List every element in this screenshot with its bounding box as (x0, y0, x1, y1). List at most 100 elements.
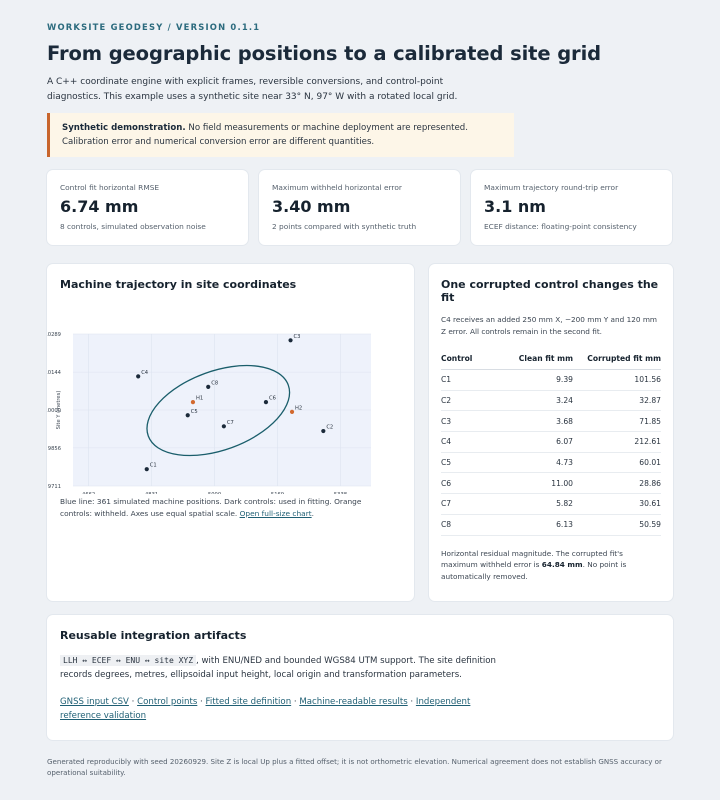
control-cell: C4 (441, 431, 507, 453)
metric-label: Maximum trajectory round-trip error (484, 183, 619, 192)
clean-fit-cell: 3.24 (507, 390, 573, 412)
table-row: C6 11.00 28.86 (441, 472, 661, 495)
x-tick-label: 5000 (208, 492, 221, 494)
metric-value: 3.40 mm (272, 197, 351, 216)
trajectory-chart: 4662 4831 5000 5169 5338 10289 10144 10000 9856 9… (47, 332, 371, 494)
link-separator: · (407, 697, 416, 707)
point-label: C3 (294, 334, 301, 340)
y-tick-label: 10000 (47, 408, 61, 414)
metric-value: 3.1 nm (484, 197, 546, 216)
x-tick-label: 4662 (82, 492, 95, 494)
point-label: C2 (326, 425, 333, 431)
metric-sub: 2 points compared with synthetic truth (272, 222, 417, 231)
link-separator: · (128, 697, 138, 707)
intro-text: A C++ coordinate engine with explicit fr… (47, 77, 458, 102)
metric-value: 6.74 mm (60, 197, 139, 216)
artifact-link[interactable]: Control points (137, 697, 198, 707)
trajectory-card: Machine trajectory in site coordinates 4… (47, 264, 414, 601)
control-cell: C3 (441, 410, 507, 433)
corrupted-fit-cell: 60.01 (573, 452, 661, 474)
point-label: C1 (150, 463, 157, 469)
control-point (185, 413, 190, 418)
point-label: C5 (191, 409, 198, 415)
metric-label: Control fit horizontal RMSE (60, 183, 160, 192)
artifacts-description: LLH ↔ ECEF ↔ ENU ↔ site XYZ, with ENU/NE… (60, 654, 500, 682)
col-control: Control (441, 349, 507, 370)
control-cell: C1 (441, 369, 507, 391)
corrupted-fit-cell: 212.61 (573, 431, 661, 453)
caption-text: Blue line: 361 simulated machine positio… (60, 497, 362, 518)
synthetic-callout: Synthetic demonstration. No field measur… (47, 113, 514, 157)
control-point (206, 384, 211, 389)
x-tick-label: 5338 (334, 492, 347, 494)
corrupted-fit-cell: 71.85 (573, 410, 661, 433)
control-point (144, 467, 149, 472)
artifacts-text: , with ENU/NED and bounded WGS84 UTM sup… (60, 656, 497, 680)
open-chart-link[interactable]: Open full-size chart (239, 509, 312, 518)
artifacts-card: Reusable integration artifacts LLH ↔ ECE… (47, 615, 673, 740)
fit-title: One corrupted control changes the fit (441, 278, 659, 304)
control-point (321, 428, 326, 434)
foot-max-error: 64.84 mm (541, 560, 583, 569)
corrupted-fit-cell: 32.87 (573, 390, 661, 412)
fit-footnote: Horizontal residual magnitude. The corru… (441, 548, 661, 583)
eyebrow: WORKSITE GEODESY / VERSION 0.1.1 (47, 22, 261, 32)
metric-card-rmse: Control fit horizontal RMSE 6.74 mm 8 co… (47, 170, 248, 245)
point-label: H2 (295, 405, 302, 411)
clean-fit-cell: 3.68 (507, 410, 573, 433)
point-label: C7 (227, 420, 234, 426)
callout-text: No field measurements or machine deploym… (62, 123, 468, 147)
link-separator: · (197, 697, 206, 707)
point-label: H1 (196, 396, 203, 402)
control-point (221, 424, 226, 429)
x-tick-label: 5169 (271, 492, 284, 494)
table-row: C4 6.07 212.61 (441, 431, 661, 453)
foot-text: Horizontal residual magnitude. The corru… (441, 548, 623, 570)
conversion-chain: LLH ↔ ECEF ↔ ENU ↔ site XYZ (60, 655, 197, 666)
fit-description: C4 receives an added 250 mm X, −200 mm Y… (441, 315, 658, 336)
table-row: C2 3.24 32.87 (441, 390, 661, 412)
page: WORKSITE GEODESY / VERSION 0.1.1 From ge… (47, 22, 673, 777)
artifact-link[interactable]: Machine-readable results (299, 697, 408, 707)
point-label: C8 (211, 380, 218, 386)
clean-fit-cell: 11.00 (507, 472, 573, 495)
residual-table: Control Clean fit mm Corrupted fit mm C1… (441, 349, 661, 536)
x-tick-label: 4831 (145, 492, 158, 494)
clean-fit-cell: 5.82 (507, 493, 573, 515)
artifact-link[interactable]: Independent reference validation (60, 697, 471, 721)
artifact-link[interactable]: Fitted site definition (205, 697, 292, 707)
metric-label: Maximum withheld horizontal error (272, 183, 402, 192)
control-point (288, 338, 293, 343)
metric-card-withheld: Maximum withheld horizontal error 3.40 m… (259, 170, 460, 245)
control-point (263, 400, 269, 405)
control-cell: C2 (441, 390, 507, 412)
corrupted-fit-cell: 30.61 (573, 493, 661, 515)
artifact-link[interactable]: GNSS input CSV (60, 697, 129, 707)
control-point (136, 374, 141, 379)
withheld-point (190, 400, 196, 405)
clean-fit-cell: 4.73 (507, 452, 573, 474)
withheld-point (289, 409, 295, 414)
control-cell: C8 (441, 514, 507, 536)
y-tick-label: 9711 (48, 484, 61, 490)
point-label: C6 (269, 396, 276, 402)
clean-fit-cell: 6.13 (507, 514, 573, 536)
y-axis-label: Site Y (metres) (56, 391, 62, 430)
trajectory-line (146, 364, 291, 457)
artifact-links: GNSS input CSV · Control points · Fitted… (60, 695, 500, 723)
col-clean: Clean fit mm (507, 349, 573, 370)
foot-text-end: . No point is automatically removed. (441, 560, 627, 581)
caption-period: . (311, 509, 314, 518)
link-separator: · (291, 697, 300, 707)
footer-note: Generated reproducibly with seed 2026092… (47, 757, 662, 777)
metric-sub: 8 controls, simulated observation noise (60, 222, 206, 231)
clean-fit-cell: 9.39 (507, 369, 573, 391)
y-tick-label: 10289 (47, 332, 61, 338)
table-header-row: Control Clean fit mm Corrupted fit mm (441, 349, 661, 370)
table-row: C3 3.68 71.85 (441, 410, 661, 433)
clean-fit-cell: 6.07 (507, 431, 573, 453)
table-row: C8 6.13 50.59 (441, 514, 661, 536)
corrupted-fit-cell: 28.86 (573, 472, 661, 495)
point-label: C4 (141, 370, 149, 376)
y-tick-label: 10144 (47, 370, 62, 376)
